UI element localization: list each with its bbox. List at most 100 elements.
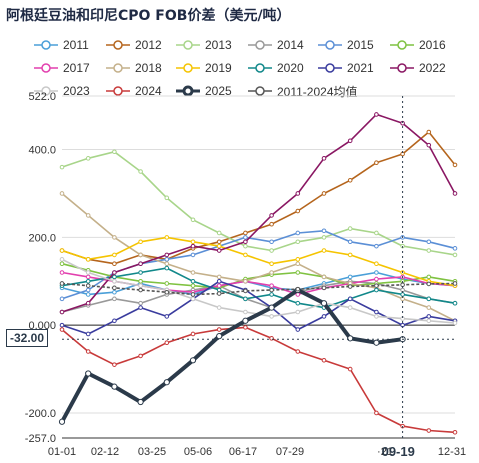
data-point: [216, 283, 222, 288]
legend-item[interactable]: 2011: [34, 38, 89, 52]
data-point: [59, 191, 65, 196]
data-point: [321, 274, 327, 280]
series-line: [61, 282, 456, 296]
data-point: [242, 317, 249, 324]
data-point: [58, 418, 66, 425]
data-point: [347, 284, 353, 289]
data-point: [112, 296, 117, 302]
data-point: [216, 333, 223, 340]
data-point: [190, 270, 196, 275]
legend-marker-icon: [248, 40, 272, 50]
data-point: [426, 305, 432, 310]
series-line: [61, 326, 456, 434]
legend-item[interactable]: 2014: [248, 38, 304, 52]
data-point: [190, 283, 196, 288]
legend-item[interactable]: 2011-2024均值: [248, 84, 358, 99]
legend-marker-icon: [318, 63, 342, 73]
data-point: [85, 287, 91, 293]
series-line: [61, 271, 456, 296]
data-point: [112, 149, 117, 155]
legend-item[interactable]: 2016: [390, 38, 446, 52]
series-line: [61, 267, 456, 309]
data-point: [269, 239, 274, 245]
data-point: [216, 327, 222, 332]
data-point: [85, 270, 91, 275]
legend-marker-icon: [176, 85, 200, 97]
data-point: [452, 300, 458, 306]
data-point: [216, 243, 222, 249]
legend-item[interactable]: 2019: [176, 61, 232, 75]
data-point: [269, 261, 274, 267]
data-point: [138, 261, 143, 267]
legend-item[interactable]: 2023: [34, 84, 90, 98]
series-line: [61, 280, 456, 335]
legend-item[interactable]: 2025: [176, 84, 232, 98]
data-point: [138, 270, 143, 275]
data-point: [452, 162, 458, 168]
data-point: [164, 195, 170, 201]
x-tick-label: 06-17: [229, 446, 257, 458]
data-point: [295, 208, 301, 214]
legend-label: 2011-2024均值: [277, 84, 358, 99]
data-point: [426, 142, 432, 148]
data-point: [112, 285, 117, 291]
data-point: [295, 230, 301, 236]
data-point: [347, 274, 353, 280]
data-point: [190, 331, 196, 337]
data-point: [164, 340, 170, 346]
data-point: [112, 362, 117, 367]
legend-marker-icon: [176, 63, 200, 73]
data-point: [164, 265, 170, 271]
legend-item[interactable]: 2022: [390, 61, 446, 75]
data-point: [374, 160, 379, 166]
data-point: [85, 300, 91, 306]
data-point: [321, 156, 327, 161]
data-point: [216, 278, 222, 284]
legend-label: 2024: [135, 84, 162, 98]
legend-item[interactable]: 2017: [34, 61, 90, 75]
legend-label: 2022: [419, 61, 446, 75]
data-point: [138, 305, 143, 310]
legend-item[interactable]: 2013: [176, 38, 232, 52]
data-point: [295, 257, 301, 262]
data-point: [347, 252, 353, 258]
legend-item[interactable]: 2018: [106, 61, 162, 75]
series-line: [61, 236, 456, 287]
data-point: [112, 278, 117, 284]
legend-item[interactable]: 2024: [106, 84, 162, 98]
data-point: [85, 257, 91, 262]
data-point: [111, 383, 118, 390]
legend-item[interactable]: 2021: [318, 61, 374, 75]
data-point: [321, 228, 327, 234]
data-point: [295, 270, 301, 275]
data-point: [347, 335, 354, 342]
data-point: [400, 292, 405, 297]
legend: 2011 2012 2013 2014 2015 2016 2017 2018 2019 2020…: [0, 0, 479, 110]
data-point: [243, 309, 248, 315]
data-point: [190, 243, 196, 249]
data-point: [452, 429, 458, 435]
legend-label: 2020: [277, 61, 304, 75]
data-point: [85, 370, 92, 377]
legend-item[interactable]: 2015: [318, 38, 374, 52]
data-point: [190, 217, 196, 223]
data-point: [164, 281, 170, 286]
data-point: [374, 309, 379, 315]
data-point: [138, 278, 143, 284]
data-point: [269, 314, 274, 319]
data-point: [112, 235, 117, 240]
data-point: [452, 252, 458, 258]
legend-marker-icon: [34, 40, 58, 50]
data-point: [347, 138, 353, 144]
data-point: [374, 230, 379, 236]
data-point: [112, 318, 117, 324]
data-point: [426, 318, 432, 324]
legend-item[interactable]: 2020: [248, 61, 304, 75]
x-tick-label: 12-31: [438, 446, 466, 458]
x-tick-label: 07-29: [276, 446, 304, 458]
data-point: [269, 292, 274, 297]
chart-title: 阿根廷豆油和印尼CPO FOB价差（美元/吨）: [6, 8, 291, 24]
legend-item[interactable]: 2012: [106, 38, 162, 52]
data-point: [269, 213, 274, 218]
